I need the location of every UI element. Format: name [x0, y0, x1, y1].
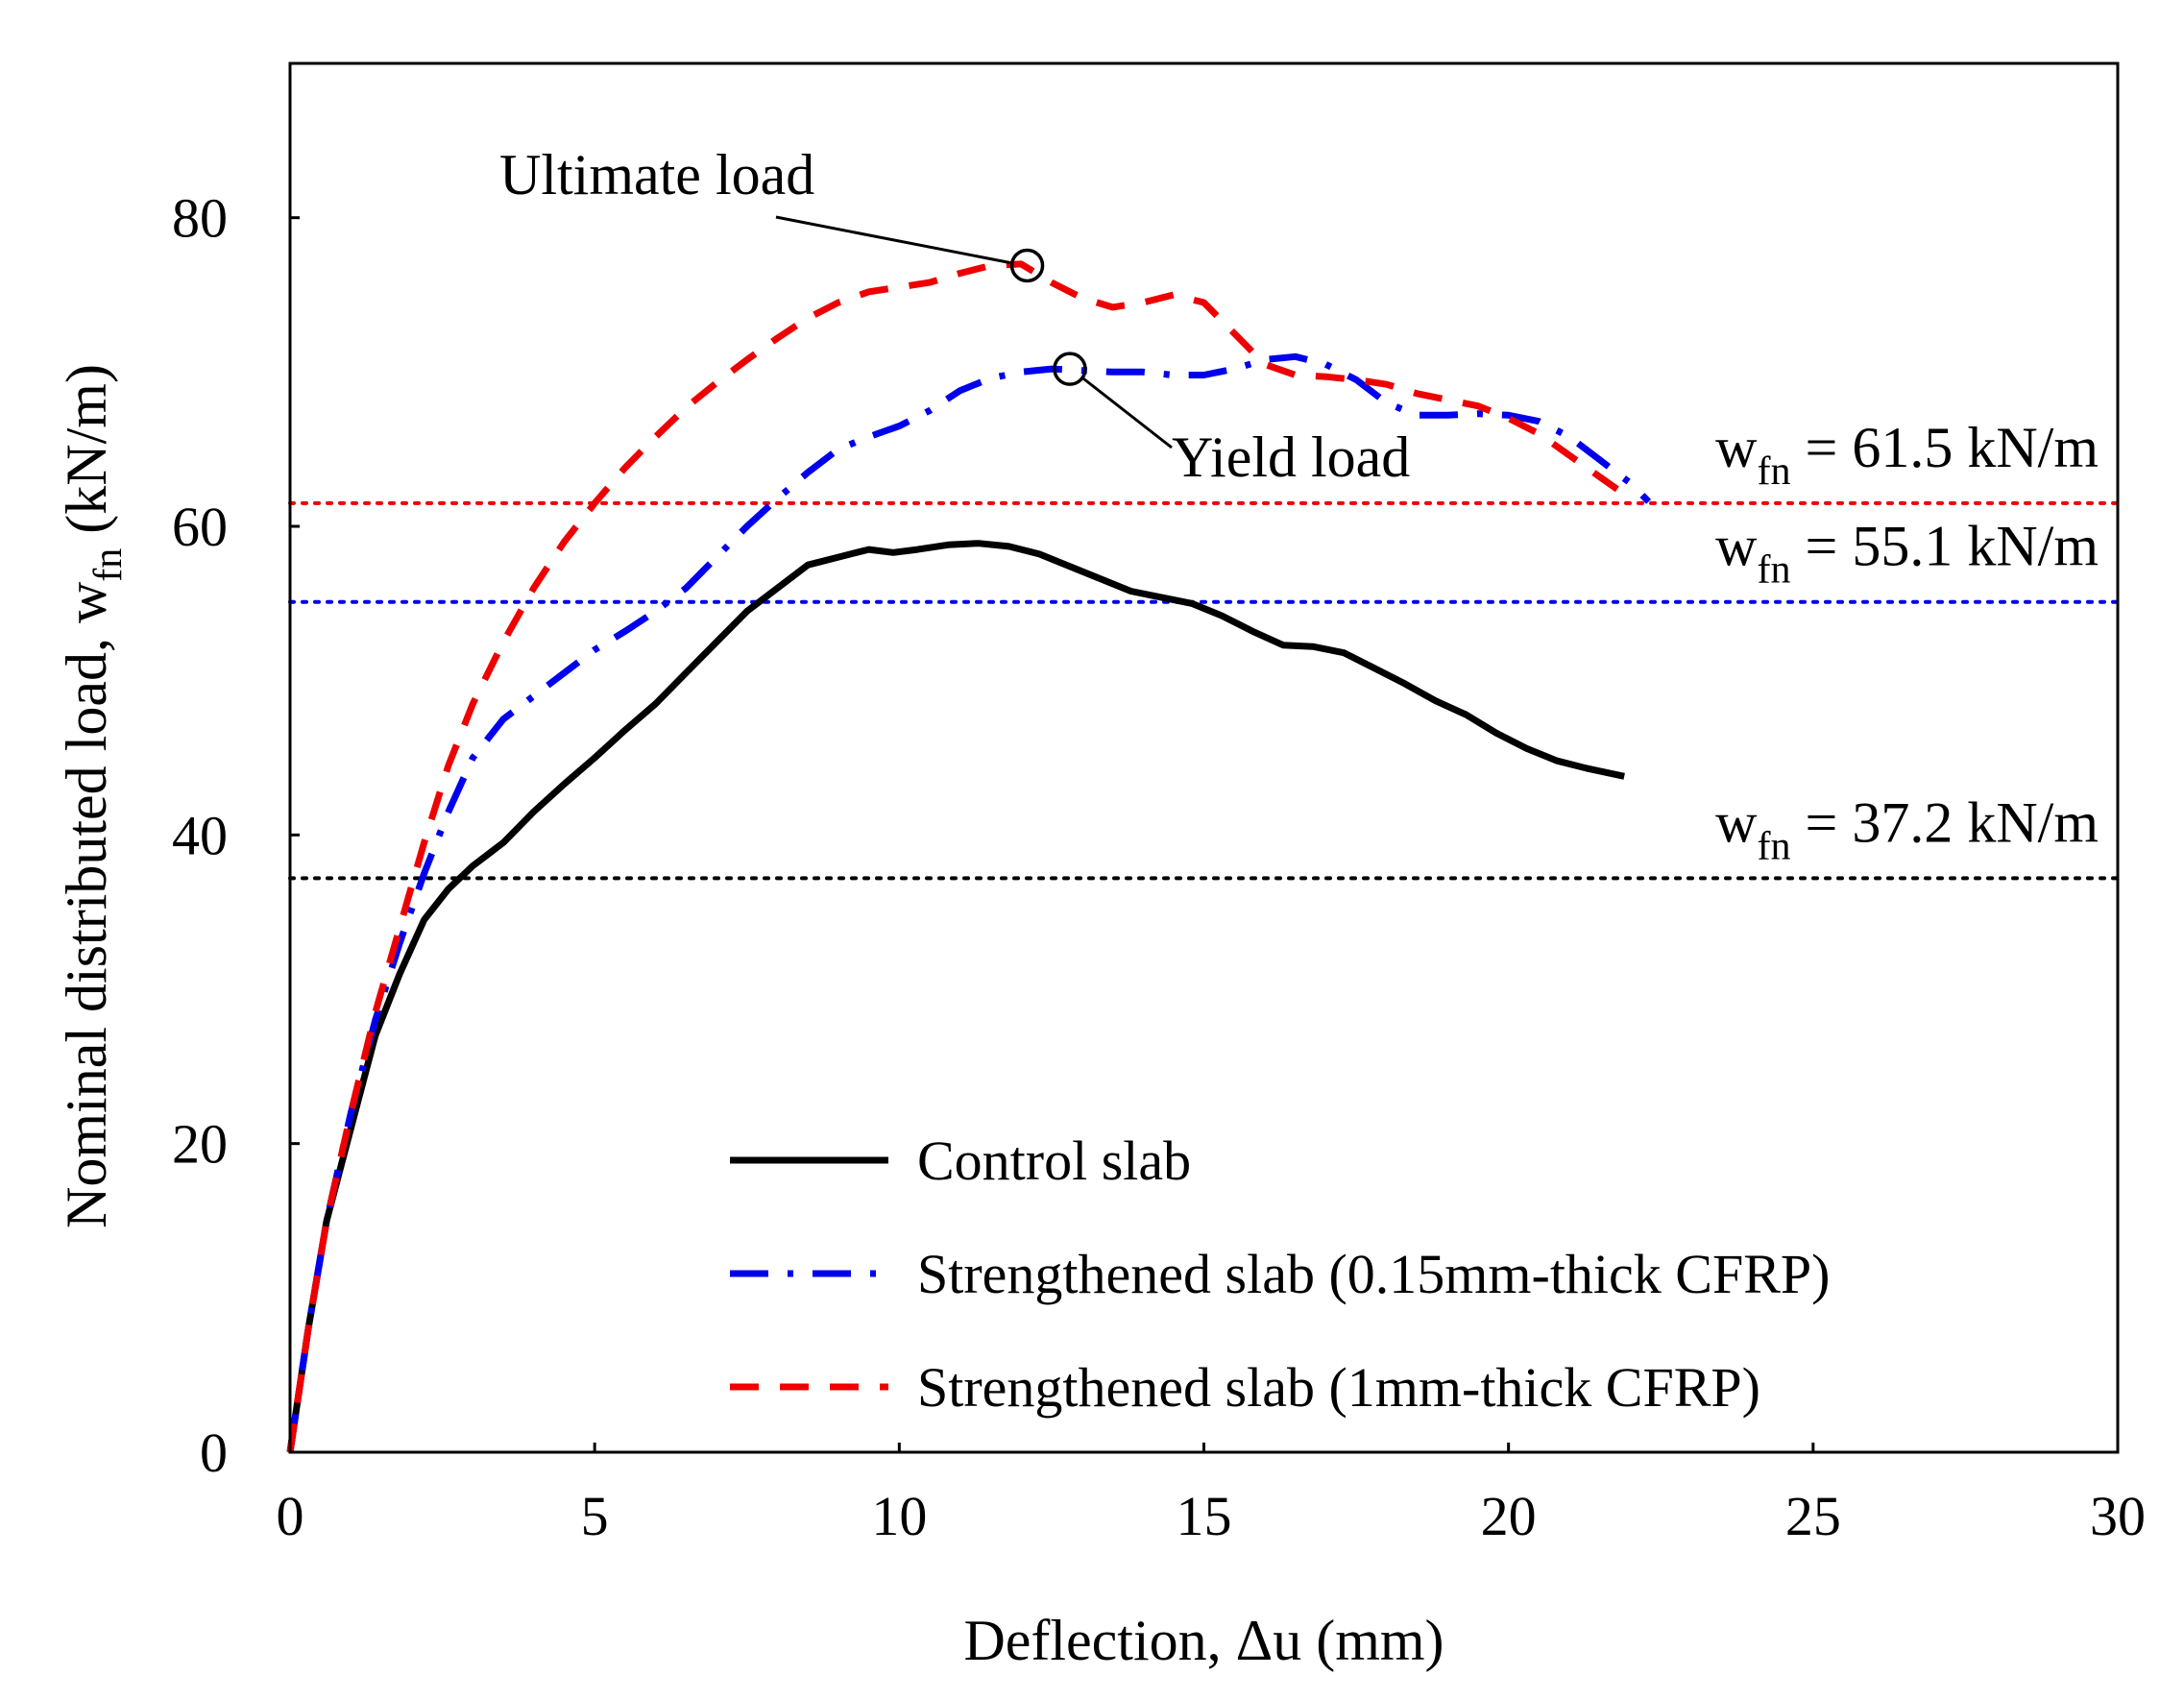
x-tick-label: 30	[2090, 1485, 2146, 1547]
x-tick-label: 10	[871, 1485, 927, 1547]
ultimate-load-leader	[775, 215, 1010, 264]
reference-line-label: wfn = 55.1 kN/m	[1715, 515, 2099, 593]
reference-label-main: w	[1715, 515, 1758, 578]
reference-label-value: = 61.5 kN/m	[1790, 416, 2099, 479]
y-axis-title-subscript: fn	[86, 548, 131, 582]
x-tick-label: 25	[1785, 1485, 1841, 1547]
y-tick-label: 80	[172, 187, 228, 250]
yield-load-leader	[1082, 376, 1173, 449]
ultimate-load-label: Ultimate load	[499, 143, 814, 206]
y-tick-label: 0	[200, 1421, 228, 1484]
x-tick-label: 5	[581, 1485, 609, 1547]
reference-label-value: = 37.2 kN/m	[1790, 790, 2099, 854]
reference-label-main: w	[1715, 790, 1758, 854]
x-tick-label: 20	[1481, 1485, 1537, 1547]
reference-label-subscript: fn	[1757, 449, 1790, 494]
series-line-0	[286, 540, 1625, 1453]
reference-line-label: wfn = 37.2 kN/m	[1715, 790, 2099, 868]
legend: Control slab Strengthened slab (0.15mm-th…	[730, 1129, 1831, 1419]
y-tick-label: 20	[172, 1113, 228, 1176]
y-tick-label: 40	[172, 804, 228, 866]
x-axis-title: Deflection, Δu (mm)	[963, 1609, 1444, 1672]
reference-label-value: = 55.1 kN/m	[1790, 515, 2099, 578]
reference-line-label: wfn = 61.5 kN/m	[1715, 416, 2099, 494]
legend-label-2: Strengthened slab (1mm-thick CFRP)	[917, 1356, 1760, 1419]
legend-label-1: Strengthened slab (0.15mm-thick CFRP)	[917, 1243, 1831, 1305]
y-tick-label: 60	[172, 496, 228, 558]
reference-label-main: w	[1715, 416, 1758, 479]
legend-label-0: Control slab	[917, 1129, 1191, 1192]
ultimate-load-marker	[1009, 248, 1045, 283]
series-line-2	[286, 260, 1633, 1453]
series-line-1	[286, 352, 1652, 1453]
y-axis-title-units: (kN/m)	[55, 364, 118, 548]
reference-label-subscript: fn	[1757, 548, 1790, 593]
y-axis-title-main: Nominal distributed load, w	[55, 581, 118, 1228]
y-axis-title: Nominal distributed load, wfn (kN/m)	[55, 364, 131, 1228]
ticks-layer: 0 5 10 15 20 25 30 0 20 40 60 80	[172, 187, 2146, 1547]
x-tick-label: 0	[277, 1485, 304, 1547]
annotations-layer: Ultimate load Yield load	[499, 143, 1410, 489]
yield-load-label: Yield load	[1172, 425, 1410, 489]
series-layer	[286, 260, 1652, 1453]
yield-load-marker	[1053, 352, 1087, 386]
reference-label-subscript: fn	[1757, 824, 1790, 868]
x-tick-label: 15	[1177, 1485, 1232, 1547]
